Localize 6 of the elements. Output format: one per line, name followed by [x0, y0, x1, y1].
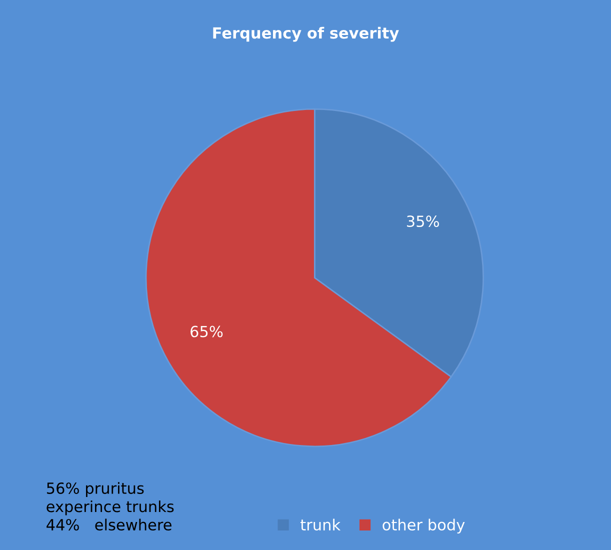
legend-label: trunk: [300, 518, 341, 531]
chart-title: Ferquency of severity: [213, 26, 399, 42]
legend-label: other body: [382, 518, 465, 534]
data-label: 65%: [190, 326, 223, 338]
data-label: 35%: [407, 216, 439, 228]
text: 56% pruritus experince trunks 44% elsewhere: [46, 482, 174, 531]
